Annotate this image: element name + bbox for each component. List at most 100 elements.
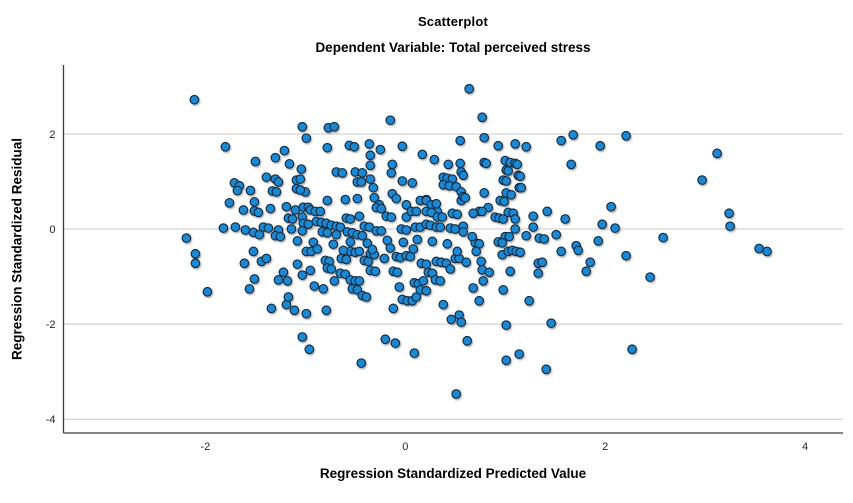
data-point <box>391 193 402 204</box>
data-point <box>385 115 396 126</box>
data-point <box>421 285 432 296</box>
data-point <box>452 209 463 220</box>
data-point <box>566 159 577 170</box>
data-point <box>248 246 259 257</box>
data-point <box>477 112 488 123</box>
data-point <box>521 230 532 241</box>
data-point <box>296 164 307 174</box>
data-point <box>356 177 367 187</box>
data-point <box>397 176 408 186</box>
data-point <box>450 224 461 234</box>
data-point <box>442 238 453 249</box>
data-point <box>275 231 286 242</box>
data-point <box>376 226 387 236</box>
data-point <box>357 230 368 241</box>
data-point <box>597 219 608 230</box>
x-axis-label: Regression Standardized Predicted Value <box>319 466 587 481</box>
data-point <box>394 282 405 292</box>
data-point <box>224 198 235 208</box>
data-point <box>362 238 373 249</box>
data-point <box>504 231 515 242</box>
data-point <box>303 219 314 230</box>
data-point <box>411 292 422 302</box>
data-point <box>273 177 284 187</box>
data-point <box>627 344 637 355</box>
data-point <box>521 141 532 152</box>
data-point <box>261 253 272 264</box>
data-point <box>417 149 428 160</box>
data-point <box>510 214 521 224</box>
data-point <box>438 299 449 310</box>
data-point <box>390 338 401 348</box>
data-point <box>479 132 490 143</box>
data-point <box>445 264 456 274</box>
data-point <box>297 332 308 342</box>
data-point <box>474 295 485 306</box>
data-point <box>479 188 490 198</box>
data-point <box>499 196 510 207</box>
data-point <box>283 292 294 302</box>
data-point <box>304 344 315 355</box>
data-point <box>322 195 333 206</box>
data-point <box>315 206 326 217</box>
data-point <box>238 205 249 215</box>
data-point <box>556 246 567 257</box>
data-point <box>497 237 508 248</box>
data-point <box>506 189 517 200</box>
data-point <box>218 223 229 233</box>
y-tick-label: -2 <box>46 319 56 331</box>
data-point <box>429 154 440 165</box>
data-point <box>501 320 512 330</box>
data-point <box>282 276 293 286</box>
data-point <box>240 225 251 235</box>
data-point <box>610 223 620 233</box>
data-point <box>515 171 526 182</box>
data-point <box>398 237 409 248</box>
data-point <box>541 364 552 375</box>
data-point <box>349 141 360 152</box>
data-point <box>352 193 363 204</box>
data-point <box>462 335 473 346</box>
data-point <box>546 318 557 329</box>
data-point <box>354 276 365 286</box>
data-point <box>418 276 429 286</box>
data-point <box>328 239 339 250</box>
data-point <box>512 159 523 170</box>
data-point <box>312 244 323 254</box>
data-point <box>456 317 467 328</box>
data-point <box>460 192 471 203</box>
data-point <box>326 264 337 274</box>
data-point <box>505 266 516 277</box>
data-point <box>289 305 300 316</box>
data-point <box>397 141 408 152</box>
x-tick-label: 4 <box>802 441 808 453</box>
data-point <box>560 214 571 224</box>
x-tick-label: 0 <box>402 441 408 453</box>
data-point <box>468 283 479 293</box>
data-point <box>297 226 308 236</box>
data-point <box>354 211 365 222</box>
data-point <box>573 245 584 256</box>
data-point <box>232 185 243 196</box>
data-point <box>524 295 535 306</box>
data-point <box>340 194 351 205</box>
data-point <box>595 140 606 151</box>
data-point <box>484 267 495 278</box>
data-point <box>725 221 735 232</box>
data-point <box>754 243 764 254</box>
data-point <box>528 222 539 232</box>
data-point <box>370 266 381 277</box>
data-point <box>593 236 604 246</box>
data-point <box>471 246 482 257</box>
data-point <box>412 234 423 245</box>
data-point <box>263 223 274 233</box>
data-point <box>542 206 553 217</box>
data-point <box>189 94 200 105</box>
data-point <box>281 201 292 212</box>
data-point <box>476 256 487 267</box>
data-point <box>510 139 521 149</box>
data-point <box>645 272 655 282</box>
data-point <box>427 236 438 247</box>
data-point <box>368 182 379 193</box>
